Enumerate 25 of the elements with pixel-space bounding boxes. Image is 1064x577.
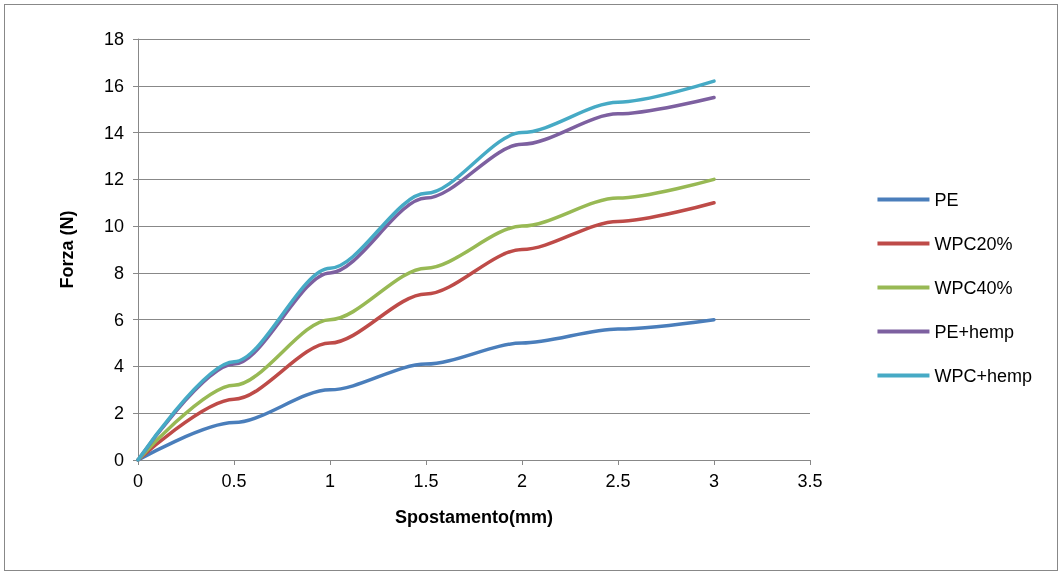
x-tick-label: 3.5 — [797, 471, 823, 491]
y-tick-label: 12 — [103, 169, 124, 190]
y-tick-label: 14 — [103, 122, 124, 143]
y-tick-label: 6 — [113, 309, 124, 330]
y-tick-label: 0 — [113, 450, 124, 470]
y-tick-label: 2 — [113, 403, 124, 424]
x-tick-label: 0.5 — [221, 471, 247, 491]
legend-label: WPC+hemp — [934, 365, 1033, 386]
y-tick-label: 4 — [113, 356, 124, 377]
x-tick-label: 2 — [516, 471, 528, 491]
x-tick-label: 0 — [132, 471, 144, 491]
y-tick-label: 10 — [103, 216, 124, 237]
legend-label: WPC40% — [934, 277, 1013, 298]
legend-label: PE+hemp — [934, 321, 1015, 342]
x-tick-label: 3 — [708, 471, 720, 491]
y-tick-label: 16 — [103, 75, 124, 96]
legend-label: WPC20% — [934, 233, 1013, 254]
x-tick-label: 2.5 — [605, 471, 631, 491]
x-tick-label: 1.5 — [413, 471, 439, 491]
x-axis-title: Spostamento(mm) — [394, 507, 554, 527]
y-tick-label: 8 — [113, 262, 124, 283]
x-tick-label: 1 — [324, 471, 336, 491]
y-tick-label: 18 — [103, 29, 124, 49]
y-axis-title: Forza (N) — [57, 210, 77, 289]
legend-label: PE — [934, 189, 959, 210]
